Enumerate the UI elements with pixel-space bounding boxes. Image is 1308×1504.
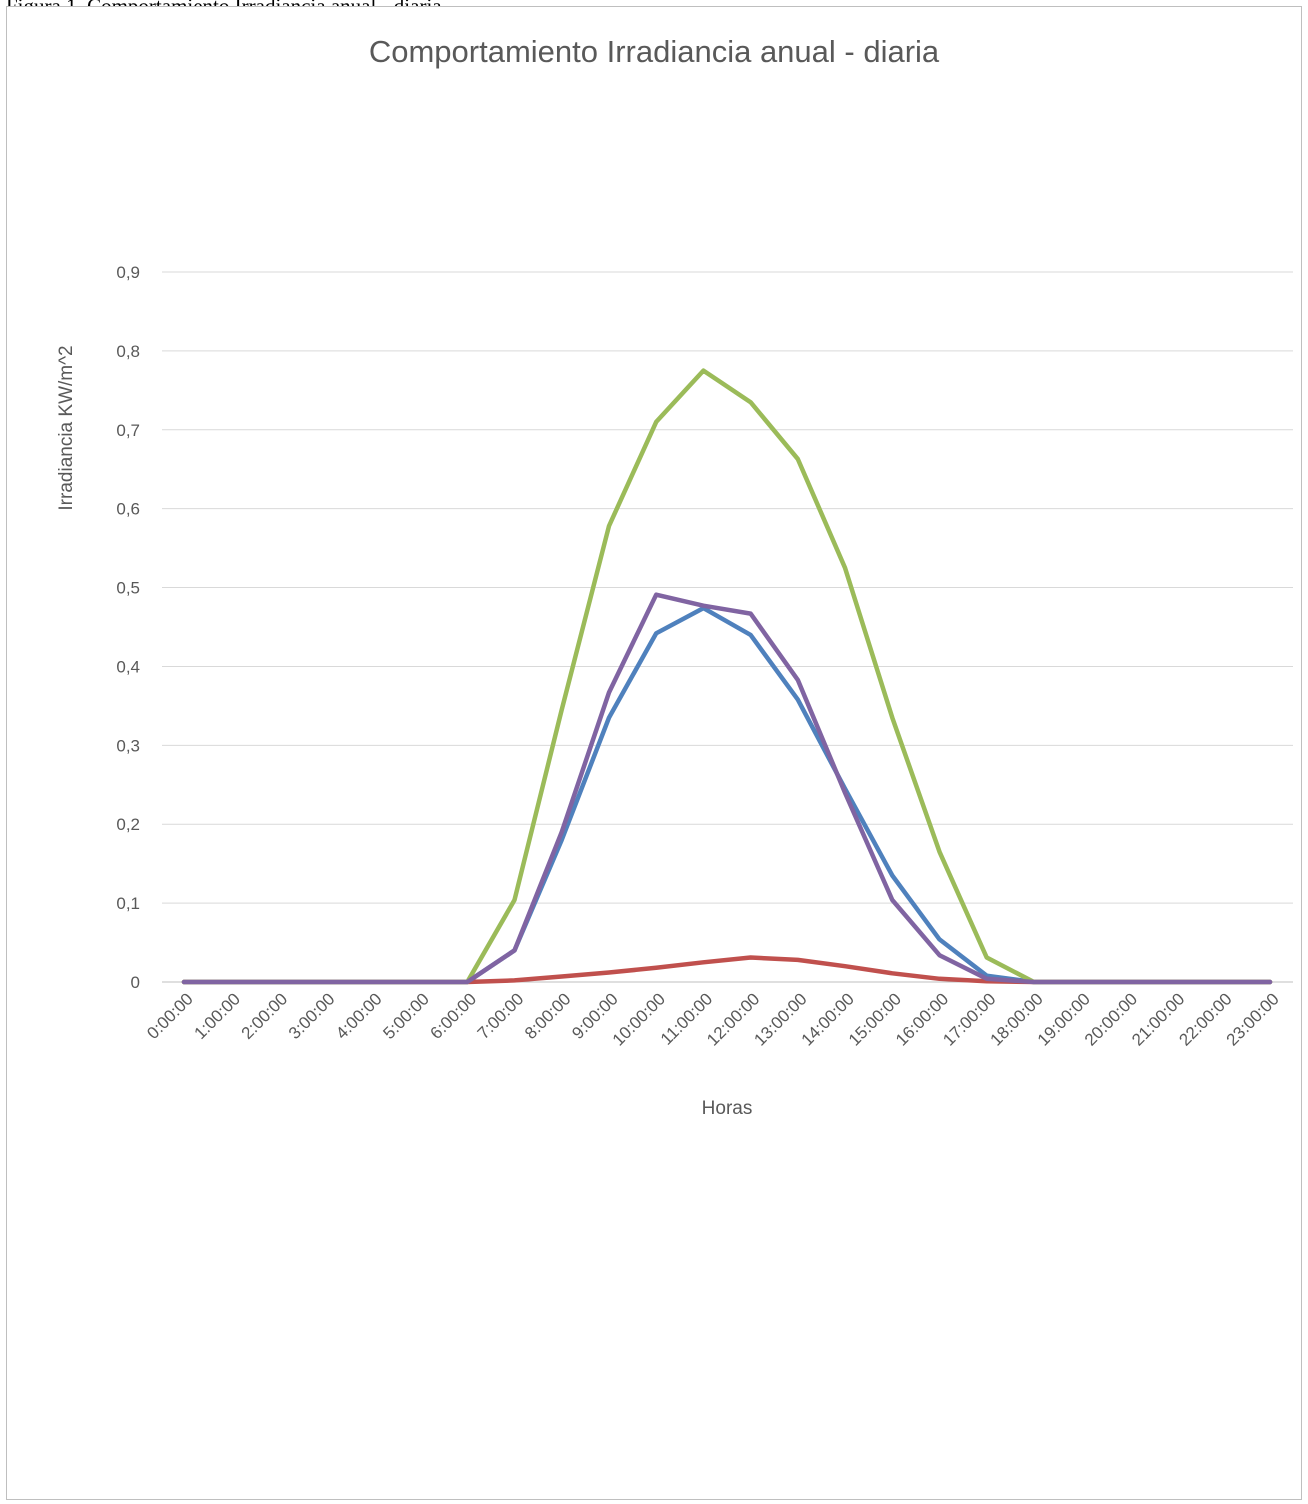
chart-title: Comportamiento Irradiancia anual - diari… bbox=[369, 34, 940, 69]
y-axis-title: Irradiancia KW/m^2 bbox=[56, 345, 77, 510]
y-tick-label: 0 bbox=[131, 973, 140, 992]
y-tick-label: 0,5 bbox=[116, 579, 140, 598]
x-tick-label: 23:00:00 bbox=[1223, 989, 1283, 1049]
series-line-3 bbox=[181, 368, 1273, 985]
y-tick-label: 0,7 bbox=[116, 421, 140, 440]
x-tick-label: 4:00:00 bbox=[332, 989, 386, 1043]
x-tick-label: 5:00:00 bbox=[379, 989, 433, 1043]
x-axis-title: Horas bbox=[702, 1098, 753, 1119]
y-tick-label: 0,1 bbox=[116, 894, 140, 913]
x-tick-label: 10:00:00 bbox=[609, 989, 669, 1049]
x-tick-label: 1:00:00 bbox=[190, 989, 244, 1043]
y-tick-label: 0,6 bbox=[116, 500, 140, 519]
x-tick-label: 8:00:00 bbox=[521, 989, 575, 1043]
y-tick-label: 0,2 bbox=[116, 815, 140, 834]
gridlines bbox=[162, 271, 1293, 983]
x-tick-label: 0:00:00 bbox=[143, 989, 197, 1043]
y-tick-label: 0,9 bbox=[116, 263, 140, 282]
x-tick-label: 6:00:00 bbox=[427, 989, 481, 1043]
y-tick-label: 0,8 bbox=[116, 342, 140, 361]
x-tick-label: 3:00:00 bbox=[285, 989, 339, 1043]
series-line-1 bbox=[181, 605, 1273, 985]
y-tick-label: 0,4 bbox=[116, 657, 140, 676]
x-axis-ticks: 0:00:001:00:002:00:003:00:004:00:005:00:… bbox=[143, 989, 1283, 1049]
y-axis-ticks: 0 0,1 0,2 0,3 0,4 0,5 0,6 0,7 0,8 0,9 bbox=[116, 263, 140, 992]
series-line-2 bbox=[181, 955, 1273, 985]
y-tick-label: 0,3 bbox=[116, 736, 140, 755]
chart-area bbox=[6, 6, 1302, 1500]
x-tick-label: 2:00:00 bbox=[238, 989, 292, 1043]
series-line-4 bbox=[181, 592, 1273, 985]
x-tick-label: 7:00:00 bbox=[474, 989, 528, 1043]
series-lines bbox=[181, 368, 1273, 985]
